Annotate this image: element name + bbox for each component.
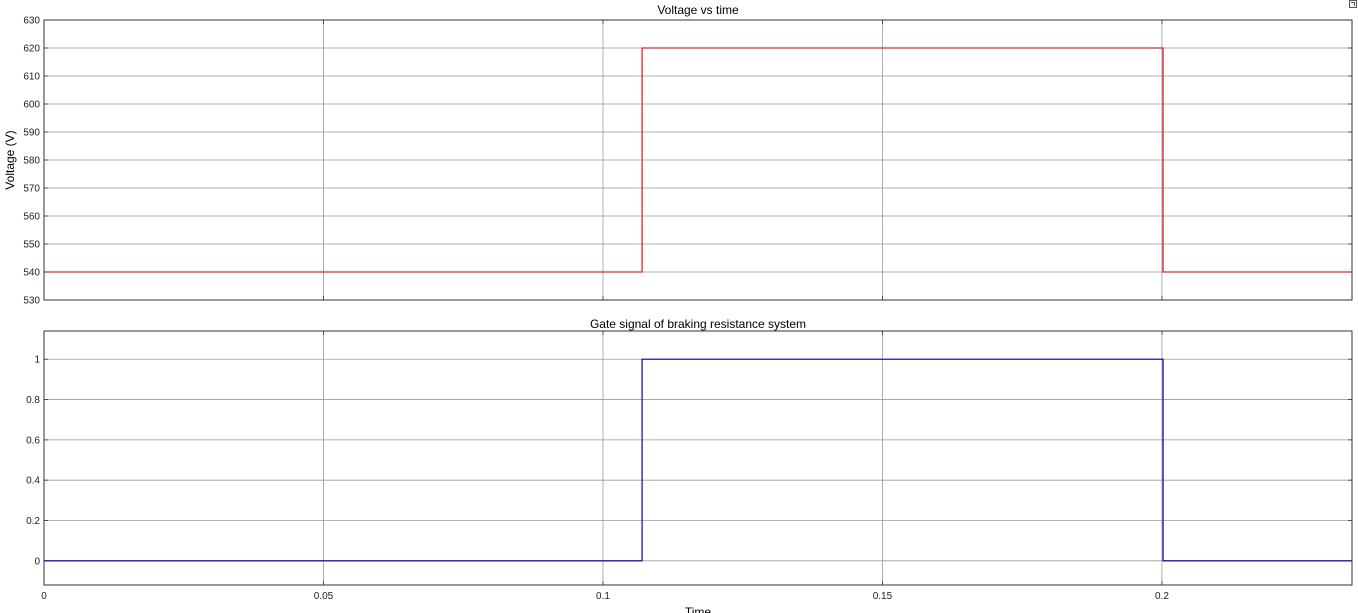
plot-area	[44, 331, 1352, 585]
series-line	[44, 47, 1352, 273]
x-tick-label: 0.05	[314, 591, 334, 602]
chart-title: Voltage vs time	[657, 3, 739, 17]
expand-icon[interactable]	[1349, 0, 1357, 8]
y-tick-label: 0	[34, 556, 40, 567]
y-tick-label: 620	[23, 44, 40, 55]
x-axis-label: Time	[685, 605, 712, 613]
voltage-plot: 530 540 550 560 570 580 590 600 610 620 630 Voltage…	[3, 3, 1353, 307]
y-tick-label: 0.6	[26, 435, 40, 446]
y-tick-label: 0.8	[26, 395, 40, 406]
y-tick-label: 630	[23, 16, 40, 27]
y-tick-label: 560	[23, 212, 40, 223]
y-tick-label: 580	[23, 156, 40, 167]
y-tick-label: 0.4	[26, 476, 40, 487]
axes-box	[43, 330, 1353, 586]
axes-box	[43, 19, 1353, 301]
x-tick-label: 0.15	[873, 591, 893, 602]
y-tick-label: 550	[23, 240, 40, 251]
y-tick-label: 600	[23, 100, 40, 111]
y-tick-label: 0.2	[26, 516, 40, 527]
chart-title: Gate signal of braking resistance system	[590, 317, 806, 331]
series-line	[44, 358, 1352, 562]
y-tick-label: 540	[23, 268, 40, 279]
y-tick-label: 590	[23, 128, 40, 139]
y-tick-label: 1	[34, 355, 40, 366]
x-tick-label: 0.2	[1155, 591, 1169, 602]
gate-signal-plot: 0 0.2 0.4 0.6 0.8 1 0 0.05 0.1 0.15 0.2 Gate signal…	[26, 317, 1353, 613]
y-tick-label: 530	[23, 296, 40, 307]
y-tick-label: 570	[23, 184, 40, 195]
y-tick-label: 610	[23, 72, 40, 83]
x-tick-label: 0.1	[596, 591, 610, 602]
x-tick-label: 0	[41, 591, 47, 602]
y-axis-label: Voltage (V)	[3, 130, 17, 189]
